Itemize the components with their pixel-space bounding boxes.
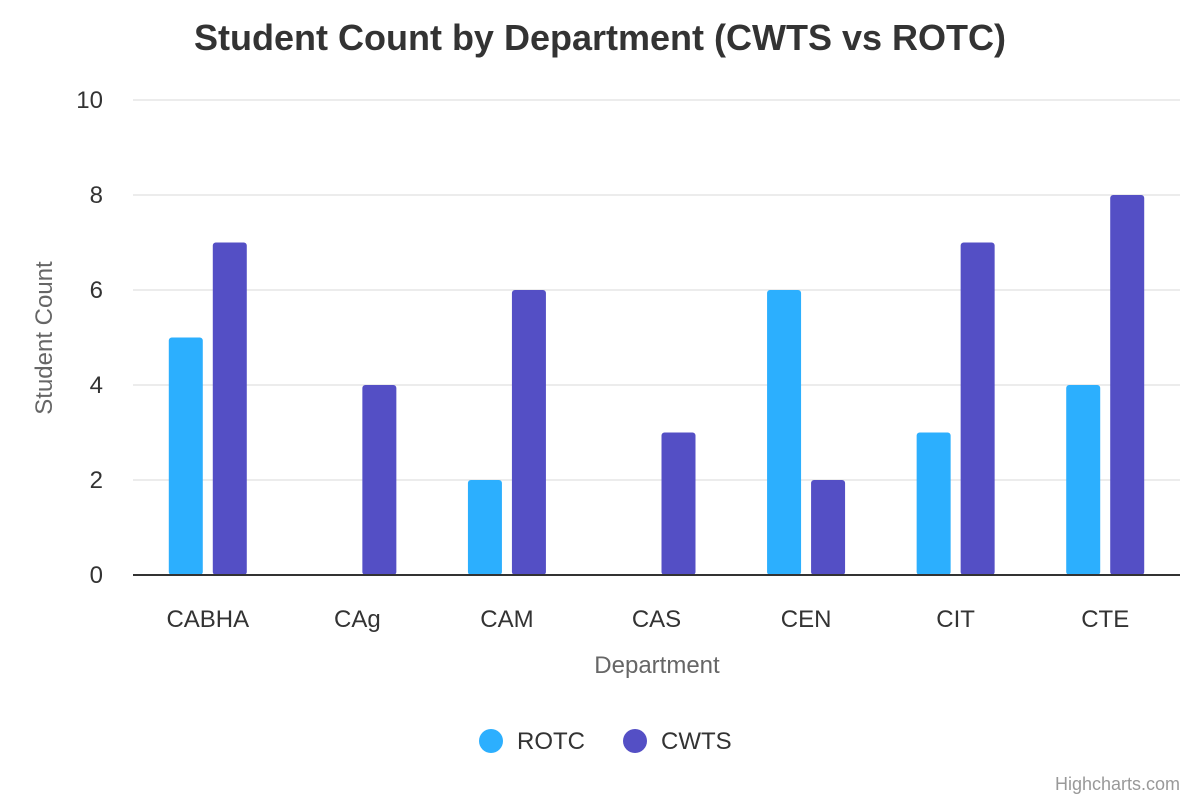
x-axis-title: Department (594, 652, 720, 679)
credits-label[interactable]: Highcharts.com (1055, 774, 1180, 794)
legend: ROTC CWTS (479, 728, 732, 755)
x-tick-label: CEN (781, 606, 832, 633)
gridlines (133, 99, 1180, 481)
legend-item-cwts[interactable]: CWTS (623, 728, 732, 755)
bar-rotc-cabha[interactable] (168, 337, 203, 576)
bar-cwts-cas[interactable] (661, 432, 696, 576)
bar-cwts-cit[interactable] (960, 242, 995, 576)
y-tick-label: 6 (90, 277, 103, 304)
y-tick-label: 0 (90, 562, 103, 589)
y-tick-label: 8 (90, 182, 103, 209)
x-tick-label: CAS (632, 606, 681, 633)
bar-cwts-cam[interactable] (511, 290, 546, 575)
bar-cwts-cabha[interactable] (212, 242, 247, 576)
x-tick-label: CABHA (166, 606, 249, 633)
legend-item-rotc[interactable]: ROTC (479, 728, 585, 755)
bar-rotc-cit[interactable] (916, 432, 951, 576)
y-axis-title: Student Count (31, 261, 58, 415)
y-tick-label: 4 (90, 372, 103, 399)
chart-title: Student Count by Department (CWTS vs ROT… (194, 17, 1006, 58)
bar-rotc-cen[interactable] (767, 290, 802, 575)
legend-marker (479, 729, 503, 753)
legend-marker (623, 729, 647, 753)
x-tick-label: CTE (1081, 606, 1129, 633)
x-tick-label: CAg (334, 606, 381, 633)
bar-rotc-cte[interactable] (1066, 385, 1101, 575)
legend-label: ROTC (517, 728, 585, 755)
y-tick-label: 2 (90, 467, 103, 494)
bar-cwts-cag[interactable] (362, 385, 397, 575)
bar-rotc-cam[interactable] (467, 480, 502, 575)
bars (168, 195, 1145, 576)
x-tick-label: CAM (480, 606, 533, 633)
bar-cwts-cen[interactable] (811, 480, 846, 575)
x-tick-label: CIT (936, 606, 975, 633)
x-axis-ticks: CABHA CAg CAM CAS CEN CIT CTE (166, 606, 1129, 633)
y-axis-ticks: 0 2 4 6 8 10 (76, 87, 103, 589)
bar-cwts-cte[interactable] (1110, 195, 1145, 575)
y-tick-label: 10 (76, 87, 103, 114)
legend-label: CWTS (661, 728, 732, 755)
